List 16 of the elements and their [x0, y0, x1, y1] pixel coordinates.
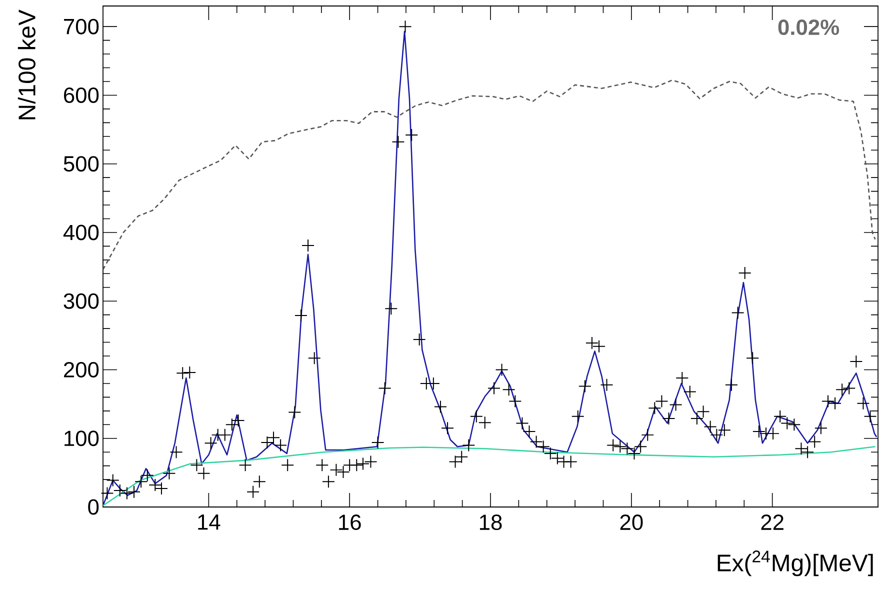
x-axis-title: Ex($^{24}$Mg)[MeV]	[718, 550, 873, 576]
x-tick-label: 14	[198, 514, 220, 530]
annotation: 0.02%	[778, 20, 840, 36]
y-tick-label: 300	[64, 293, 99, 309]
x-tick-label: 20	[620, 514, 643, 530]
y-tick-label: 500	[64, 156, 99, 172]
x-tick-label: 22	[761, 514, 784, 530]
y-tick-label: 700	[64, 18, 99, 34]
y-tick-label: 100	[64, 430, 99, 446]
x-tick-label: 18	[480, 514, 502, 530]
y-axis-title: N/100 keV	[18, 10, 36, 120]
y-tick-label: 600	[64, 87, 99, 103]
x-tick-label: 16	[339, 514, 361, 530]
y-tick-label: 400	[63, 224, 99, 240]
y-tick-label: 0	[88, 499, 99, 515]
y-tick-label: 200	[64, 362, 99, 378]
